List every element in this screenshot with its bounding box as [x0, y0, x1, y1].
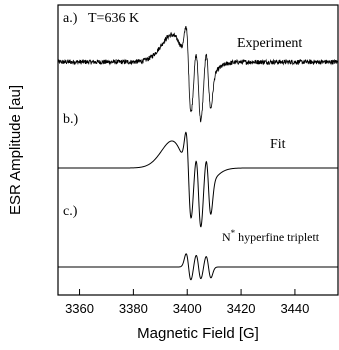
x-tick-label-3360: 3360	[65, 301, 94, 316]
x-tick-label-3380: 3380	[119, 301, 148, 316]
curves-layer	[57, 25, 339, 281]
triplet-label-n: N	[222, 230, 231, 244]
x-tick-label-3400: 3400	[173, 301, 202, 316]
experiment-label: Experiment	[237, 36, 302, 51]
y-axis-label: ESR Amplitude [au]	[7, 85, 24, 215]
curve-a	[57, 25, 339, 123]
fit-label: Fit	[270, 137, 286, 152]
panel-b-label: b.)	[63, 112, 79, 127]
curve-b	[58, 131, 338, 228]
x-ticks-layer: 3360 3380 3400 3420 3440	[65, 289, 309, 316]
x-axis-label: Magnetic Field [G]	[137, 325, 259, 342]
plot-frame	[57, 4, 339, 296]
triplet-label-rest: hyperfine triplett	[235, 230, 320, 244]
triplet-label: N* hyperfine triplett	[222, 228, 320, 244]
x-tick-label-3420: 3420	[227, 301, 256, 316]
curve-c	[58, 253, 338, 281]
x-tick-label-3440: 3440	[280, 301, 309, 316]
temperature-annotation: T=636 K	[88, 11, 139, 26]
panel-c-label: c.)	[63, 204, 78, 219]
triplet-label-star: *	[231, 228, 236, 238]
panel-a-label: a.)	[63, 11, 78, 26]
